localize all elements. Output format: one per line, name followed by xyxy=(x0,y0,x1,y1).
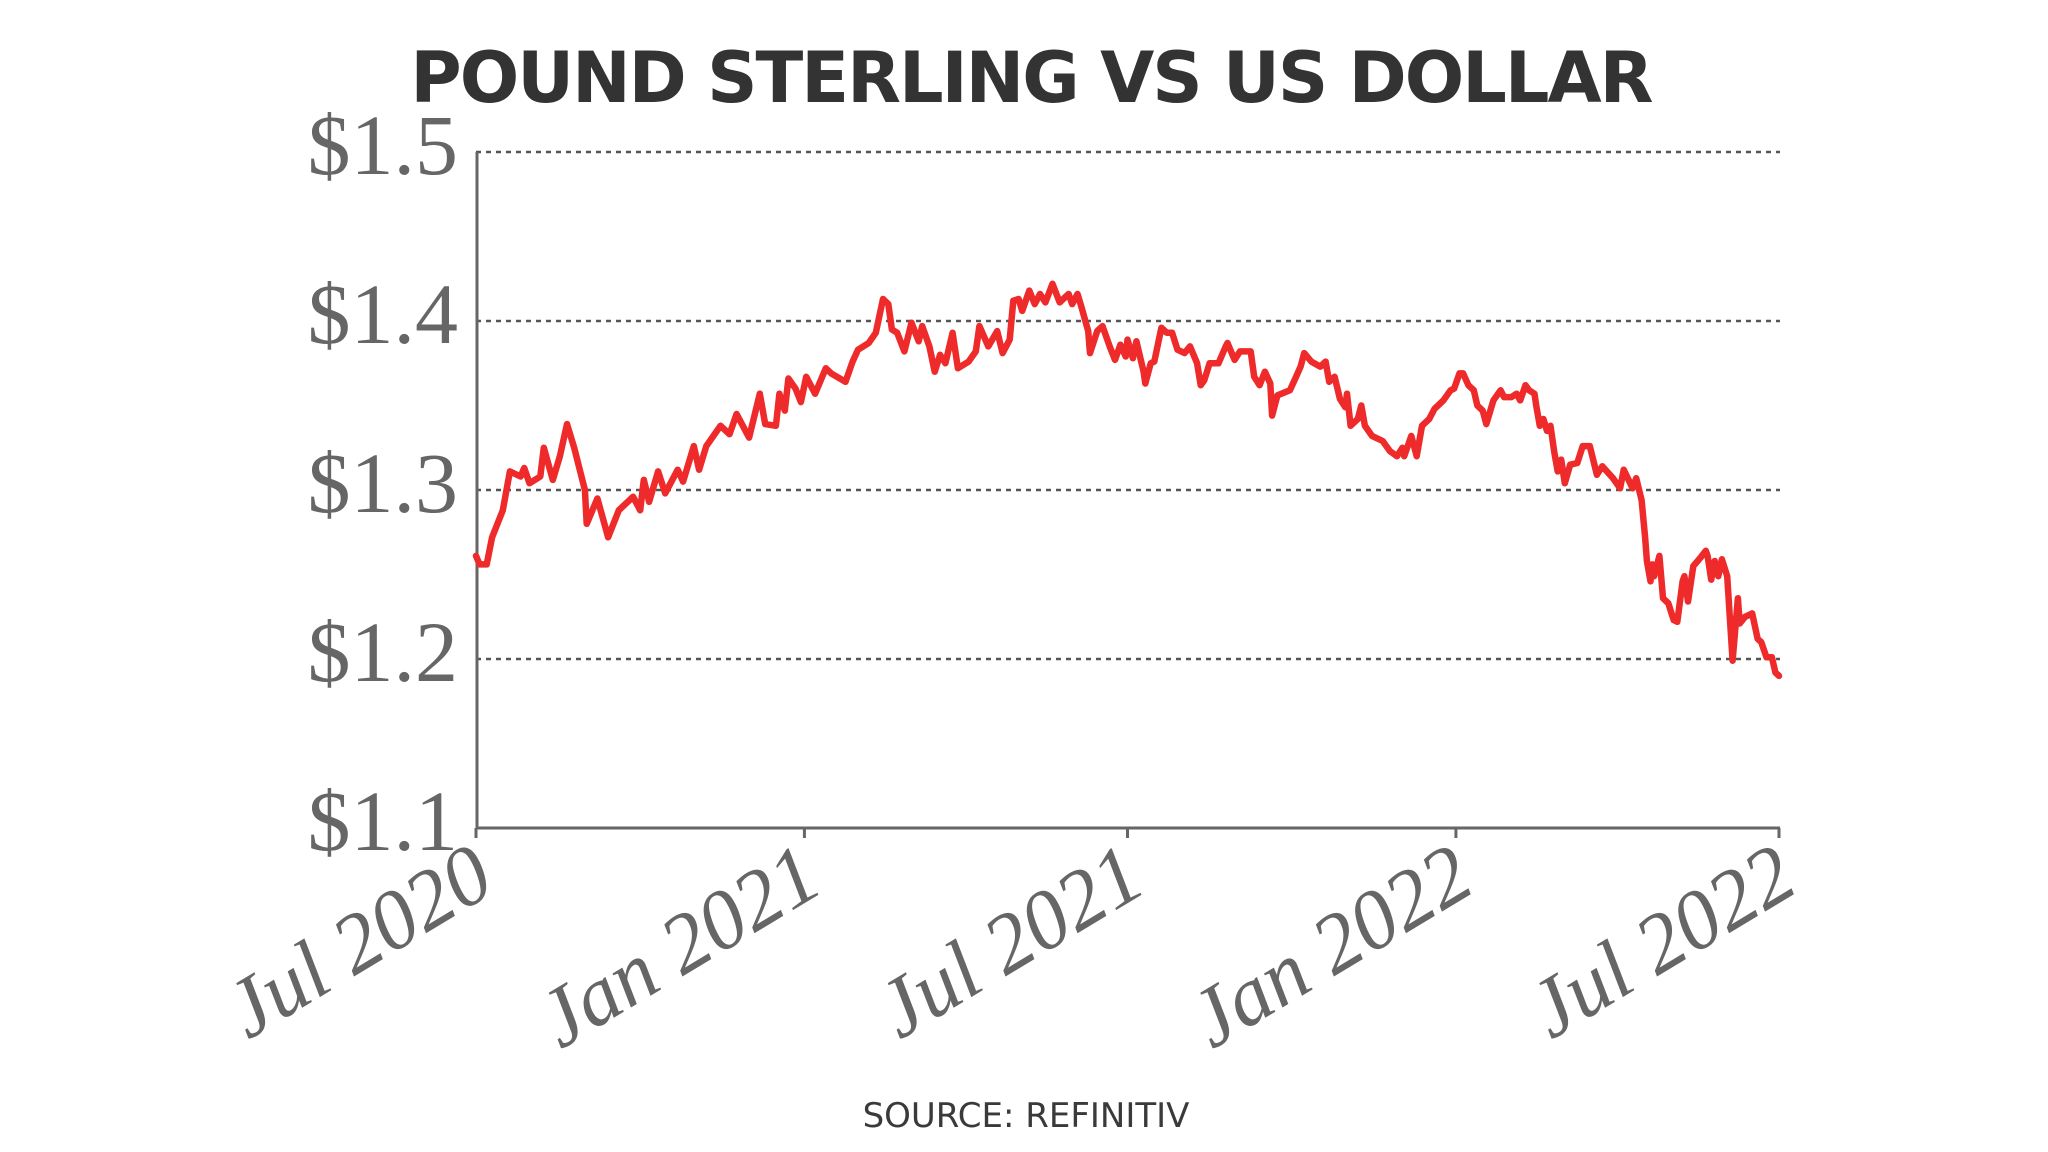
y-tick-label: $1.1 xyxy=(308,773,459,869)
y-tick-label: $1.2 xyxy=(308,604,459,700)
x-tick-label: Jul 2022 xyxy=(1513,827,1811,1057)
y-axis-tick-labels: $1.1 $1.2 $1.3 $1.4 $1.5 xyxy=(308,97,459,869)
chart-title: POUND STERLING VS US DOLLAR xyxy=(410,37,1652,119)
gbp-usd-line xyxy=(472,280,1783,680)
source-note: SOURCE: REFINITIV xyxy=(863,1096,1190,1136)
x-axis-ticks: Jul 2020 Jan 2021 Jul 2021 Jan 2022 Jul 2022 xyxy=(210,827,1811,1067)
gridlines xyxy=(476,150,1780,661)
y-tick-label: $1.3 xyxy=(308,435,459,531)
y-tick-label: $1.4 xyxy=(308,266,459,362)
x-tick-label: Jan 2021 xyxy=(522,827,836,1067)
x-tick-label: Jan 2022 xyxy=(1174,827,1488,1067)
x-tick-label: Jul 2021 xyxy=(861,827,1159,1057)
y-tick-label: $1.5 xyxy=(308,97,459,193)
